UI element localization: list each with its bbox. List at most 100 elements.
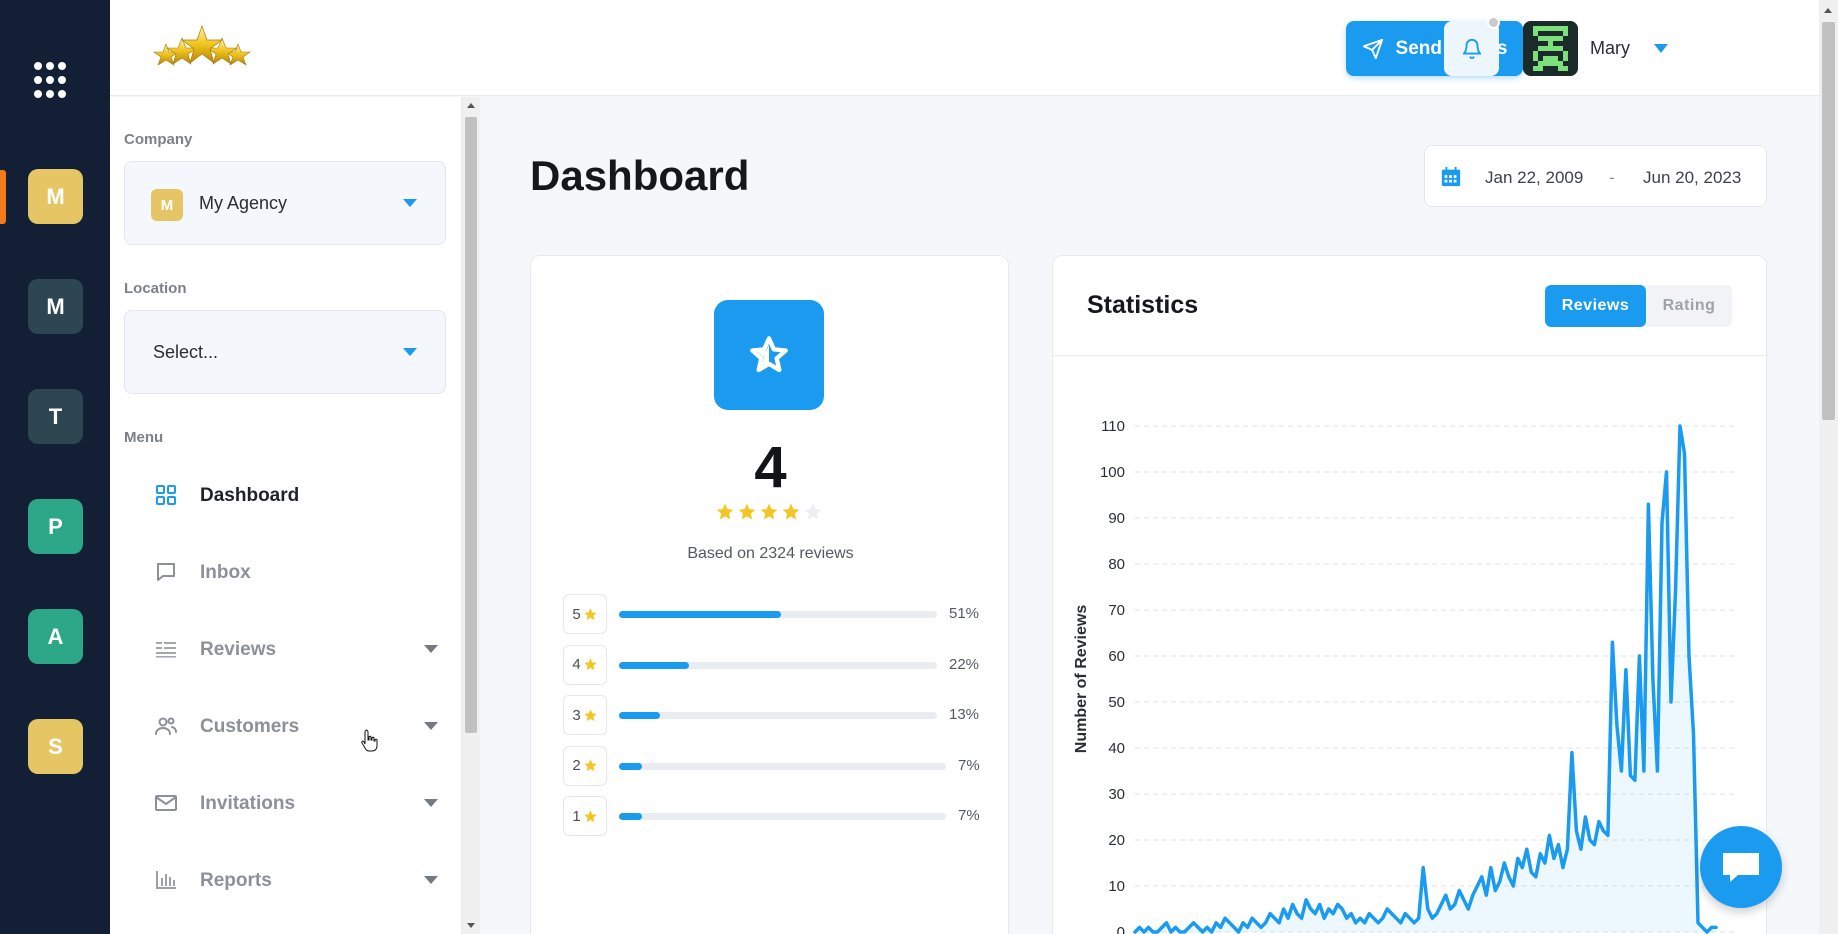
y-tick-label: 60 [1108, 648, 1125, 665]
star-level: 2 [572, 757, 581, 774]
star-filled-icon [759, 502, 779, 527]
star-icon [583, 809, 597, 822]
star-level: 3 [572, 706, 581, 724]
y-tick-label: 110 [1101, 418, 1125, 435]
user-name[interactable]: Mary [1590, 38, 1630, 58]
date-separator: - [1609, 168, 1615, 187]
company-rail: M M T P A S [0, 0, 110, 934]
star-icon [583, 759, 597, 772]
progress-track [619, 611, 937, 618]
reviews-list-icon [156, 642, 176, 658]
company-switch-4[interactable]: P [28, 499, 83, 554]
percent-label: 7% [958, 807, 980, 824]
sidebar-item-invitations[interactable]: Invitations [124, 777, 444, 829]
date-from[interactable]: Jan 22, 2009 [1485, 168, 1584, 187]
progress-fill [619, 611, 782, 618]
apps-grid-icon[interactable] [34, 62, 72, 100]
location-select[interactable]: Select... [124, 310, 446, 394]
sidebar-item-label: Reports [200, 870, 272, 891]
user-menu-chevron-down-icon[interactable] [1654, 44, 1668, 53]
series-area [1135, 426, 1716, 932]
star-level: 1 [572, 807, 581, 825]
y-tick-label: 100 [1100, 464, 1125, 481]
sidebar-item-customers[interactable]: Customers [124, 700, 444, 752]
location-select-value: Select... [153, 342, 219, 362]
percent-label: 13% [949, 706, 980, 723]
star-level-badge: 2 [563, 745, 607, 786]
chevron-down-icon [424, 645, 438, 653]
page-scrollbar[interactable] [1819, 0, 1838, 934]
chevron-down-icon [403, 199, 417, 207]
statistics-card: Statistics Reviews Rating 110 100 90 80 70 60… [1052, 255, 1768, 934]
notifications-button[interactable] [1444, 21, 1499, 76]
sidebar-item-reports[interactable]: Reports [124, 854, 444, 906]
review-count-text: Based on 2324 reviews [687, 545, 854, 562]
date-range-picker[interactable]: Jan 22, 2009 - Jun 20, 2023 [1424, 145, 1767, 207]
y-tick-label: 30 [1108, 786, 1125, 803]
tab-reviews[interactable]: Reviews [1545, 285, 1646, 327]
y-tick-label: 0 [1117, 924, 1125, 934]
rating-stars [715, 502, 823, 527]
sidebar-scroll-thumb[interactable] [465, 117, 477, 733]
avatar[interactable] [1523, 21, 1578, 76]
progress-fill [619, 762, 642, 770]
sidebar-item-label: Reviews [200, 639, 277, 660]
company-select[interactable]: M My Agency [124, 161, 446, 245]
star-level-badge: 4 [563, 644, 607, 685]
sidebar-scrollbar[interactable] [462, 97, 480, 934]
y-tick-label: 80 [1108, 556, 1125, 573]
y-tick-label: 50 [1108, 694, 1125, 711]
progress-fill [619, 712, 661, 719]
average-rating-value: 4 [754, 435, 787, 500]
tab-rating[interactable]: Rating [1662, 297, 1716, 314]
location-label: Location [124, 280, 187, 297]
sidebar-item-label: Customers [200, 716, 300, 737]
rating-distribution-row: 5 51% [563, 594, 983, 636]
scroll-down-icon[interactable] [467, 923, 475, 928]
company-switch-2[interactable]: M [28, 279, 83, 334]
sidebar-item-inbox[interactable]: Inbox [124, 546, 444, 598]
page-scroll-thumb[interactable] [1822, 22, 1835, 420]
company-mini-avatar: M [151, 189, 183, 221]
chat-button[interactable] [1700, 826, 1782, 908]
company-switch-1[interactable]: M [28, 169, 83, 224]
statistics-header: Statistics Reviews Rating [1053, 256, 1768, 356]
star-badge-icon [714, 300, 824, 410]
rating-distribution-row: 3 13% [563, 695, 983, 737]
sidebar-item-reviews[interactable]: Reviews [124, 623, 444, 675]
stars-logo-icon[interactable] [152, 22, 252, 74]
y-tick-label: 20 [1108, 832, 1125, 849]
percent-label: 7% [958, 756, 980, 774]
chat-bubble-icon [157, 563, 175, 581]
paper-plane-icon [1362, 38, 1383, 59]
rating-summary-card: 4 Based on 2324 reviews 5 51% 4 22% 3 13% 2 7% 1… [530, 255, 1009, 934]
star-icon [583, 607, 597, 620]
date-to[interactable]: Jun 20, 2023 [1643, 168, 1742, 187]
company-switch-6[interactable]: S [28, 719, 83, 774]
company-initial: M [46, 293, 65, 319]
company-initial: P [48, 513, 63, 539]
sidebar: Company M My Agency Location Select... M… [110, 97, 462, 934]
percent-label: 22% [949, 655, 980, 673]
envelope-icon [155, 795, 177, 811]
star-level: 5 [572, 605, 581, 623]
star-filled-icon [781, 502, 801, 527]
sidebar-item-label: Dashboard [200, 485, 300, 506]
menu-label: Menu [124, 429, 164, 446]
calendar-icon [1441, 166, 1461, 187]
company-switch-3[interactable]: T [28, 389, 83, 444]
sidebar-item-label: Inbox [200, 562, 251, 583]
company-switch-5[interactable]: A [28, 609, 83, 664]
company-initial: A [47, 623, 64, 649]
sidebar-item-dashboard[interactable]: Dashboard [124, 469, 444, 521]
notification-dot [1487, 16, 1500, 29]
rating-distribution-row: 4 22% [563, 644, 983, 687]
chat-icon [1723, 853, 1759, 882]
star-level-badge: 1 [563, 796, 607, 836]
scroll-up-icon[interactable] [1824, 8, 1832, 13]
scroll-up-icon[interactable] [467, 103, 475, 108]
company-initial: T [48, 403, 63, 429]
chevron-down-icon [403, 348, 417, 356]
page-title: Dashboard [530, 152, 750, 199]
